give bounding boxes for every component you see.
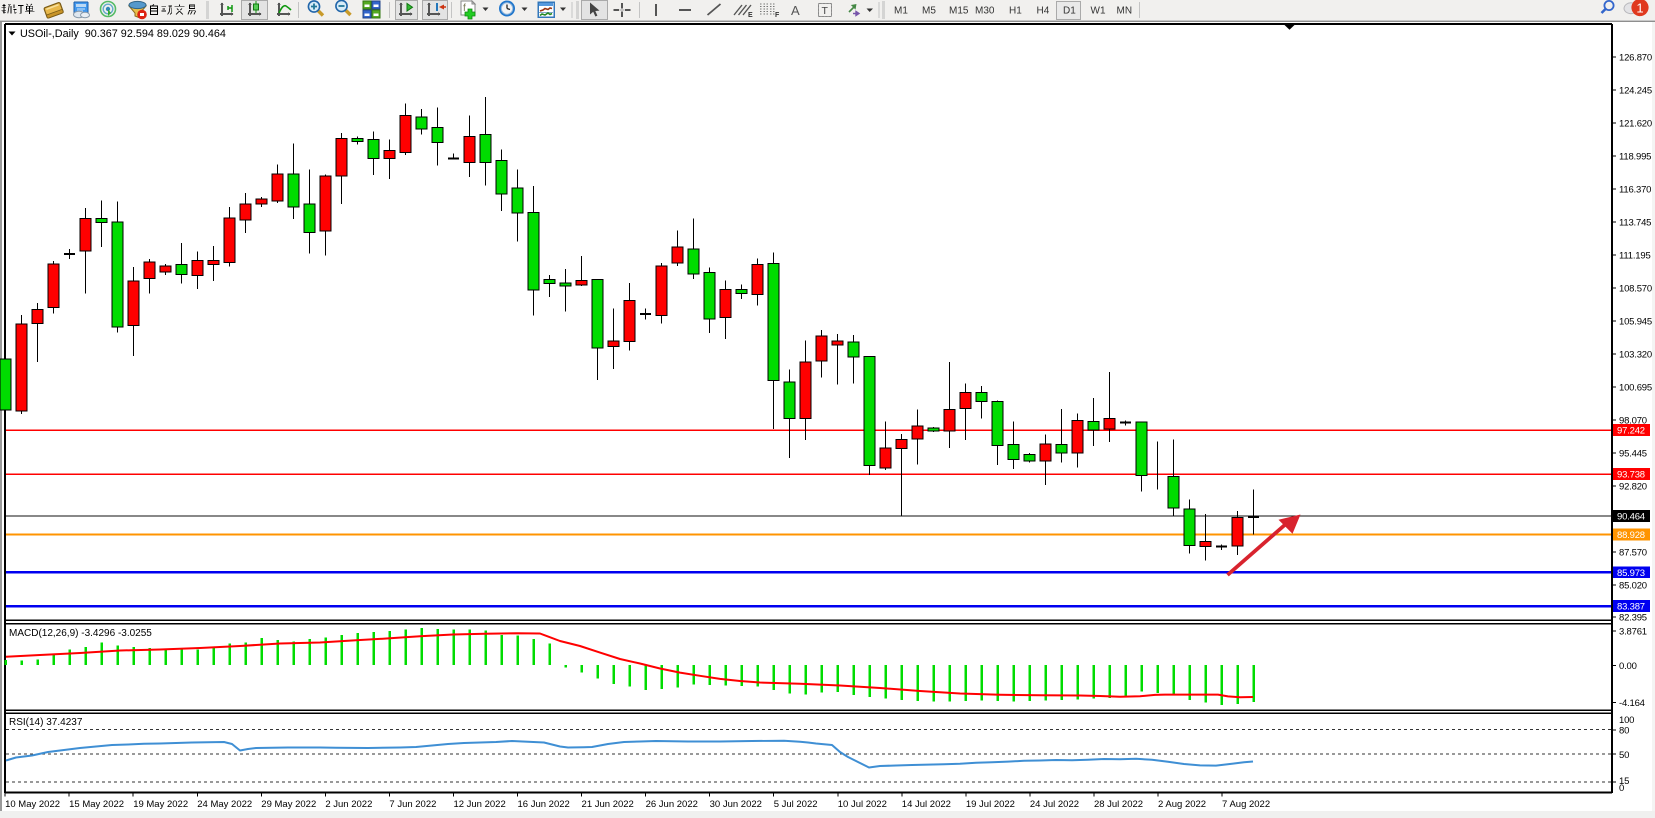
svg-text:H4: H4 [1037, 6, 1050, 17]
svg-text:93.738: 93.738 [1617, 470, 1645, 481]
svg-text:7 Aug 2022: 7 Aug 2022 [1222, 799, 1270, 810]
svg-text:D1: D1 [1063, 6, 1076, 17]
svg-text:2 Jun 2022: 2 Jun 2022 [325, 799, 372, 810]
svg-text:105.945: 105.945 [1619, 317, 1652, 328]
svg-text:85.020: 85.020 [1619, 581, 1647, 592]
svg-text:2 Aug 2022: 2 Aug 2022 [1158, 799, 1206, 810]
svg-text:-4.164: -4.164 [1619, 698, 1645, 709]
svg-text:15 May 2022: 15 May 2022 [69, 799, 124, 810]
svg-text:103.320: 103.320 [1619, 350, 1652, 361]
svg-text:W1: W1 [1091, 6, 1106, 17]
svg-text:24 Jul 2022: 24 Jul 2022 [1030, 799, 1079, 810]
svg-text:5 Jul 2022: 5 Jul 2022 [774, 799, 818, 810]
svg-text:12 Jun 2022: 12 Jun 2022 [453, 799, 505, 810]
svg-text:0.00: 0.00 [1619, 661, 1637, 672]
svg-text:124.245: 124.245 [1619, 86, 1652, 97]
svg-text:118.995: 118.995 [1619, 152, 1651, 163]
svg-text:30 Jun 2022: 30 Jun 2022 [710, 799, 762, 810]
svg-text:95.445: 95.445 [1619, 449, 1647, 460]
svg-text:29 May 2022: 29 May 2022 [261, 799, 316, 810]
svg-text:28 Jul 2022: 28 Jul 2022 [1094, 799, 1143, 810]
svg-text:116.370: 116.370 [1619, 185, 1651, 196]
svg-text:97.242: 97.242 [1617, 426, 1645, 437]
svg-text:7 Jun 2022: 7 Jun 2022 [389, 799, 436, 810]
svg-text:USOil-,Daily 90.367 92.594 89: USOil-,Daily 90.367 92.594 89.029 90.464 [20, 28, 226, 40]
svg-text:0: 0 [1619, 783, 1624, 794]
svg-text:98.070: 98.070 [1619, 416, 1647, 427]
svg-text:F: F [775, 12, 780, 19]
svg-text:10 May 2022: 10 May 2022 [5, 799, 60, 810]
svg-text:108.570: 108.570 [1619, 284, 1652, 295]
svg-text:80: 80 [1619, 726, 1629, 737]
svg-text:3.8761: 3.8761 [1619, 627, 1647, 638]
svg-text:121.620: 121.620 [1619, 119, 1652, 130]
svg-text:111.195: 111.195 [1619, 251, 1651, 262]
svg-text:113.745: 113.745 [1619, 218, 1651, 229]
svg-text:21 Jun 2022: 21 Jun 2022 [582, 799, 634, 810]
svg-text:100.695: 100.695 [1619, 383, 1652, 394]
svg-text:100: 100 [1619, 715, 1634, 726]
svg-text:M1: M1 [894, 6, 908, 17]
svg-text:50: 50 [1619, 750, 1629, 761]
svg-text:E: E [748, 12, 753, 19]
svg-text:83.387: 83.387 [1617, 602, 1645, 613]
svg-text:15: 15 [1619, 776, 1629, 787]
svg-text:24 May 2022: 24 May 2022 [197, 799, 252, 810]
svg-text:19 Jul 2022: 19 Jul 2022 [966, 799, 1015, 810]
svg-text:126.870: 126.870 [1619, 53, 1652, 64]
svg-text:M30: M30 [975, 6, 995, 17]
svg-text:10 Jul 2022: 10 Jul 2022 [838, 799, 887, 810]
svg-text:A: A [791, 3, 800, 18]
svg-text:f: f [463, 3, 466, 14]
svg-text:MACD(12,26,9) -3.4296 -3.0255: MACD(12,26,9) -3.4296 -3.0255 [9, 628, 152, 639]
svg-text:85.973: 85.973 [1617, 568, 1645, 579]
svg-text:16 Jun 2022: 16 Jun 2022 [518, 799, 570, 810]
svg-text:M15: M15 [949, 6, 969, 17]
svg-text:1: 1 [1636, 1, 1643, 16]
svg-text:T: T [822, 5, 829, 17]
svg-text:88.928: 88.928 [1617, 530, 1645, 541]
svg-text:82.395: 82.395 [1619, 613, 1647, 624]
svg-text:26 Jun 2022: 26 Jun 2022 [646, 799, 698, 810]
svg-text:87.570: 87.570 [1619, 548, 1647, 559]
svg-text:92.820: 92.820 [1619, 482, 1647, 493]
svg-text:MN: MN [1117, 6, 1133, 17]
svg-text:H1: H1 [1009, 6, 1022, 17]
svg-text:19 May 2022: 19 May 2022 [133, 799, 188, 810]
svg-text:M5: M5 [922, 6, 936, 17]
svg-text:14 Jul 2022: 14 Jul 2022 [902, 799, 951, 810]
svg-text:RSI(14) 37.4237: RSI(14) 37.4237 [9, 717, 83, 728]
svg-text:90.464: 90.464 [1617, 512, 1645, 523]
